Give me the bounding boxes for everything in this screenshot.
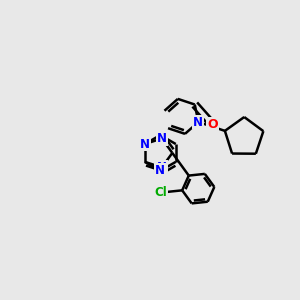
Text: N: N (140, 137, 150, 151)
Text: N: N (157, 132, 167, 145)
Text: O: O (207, 118, 218, 131)
Text: N: N (155, 164, 165, 177)
Text: N: N (194, 116, 203, 128)
Text: Cl: Cl (155, 186, 167, 199)
Text: N: N (157, 161, 167, 174)
